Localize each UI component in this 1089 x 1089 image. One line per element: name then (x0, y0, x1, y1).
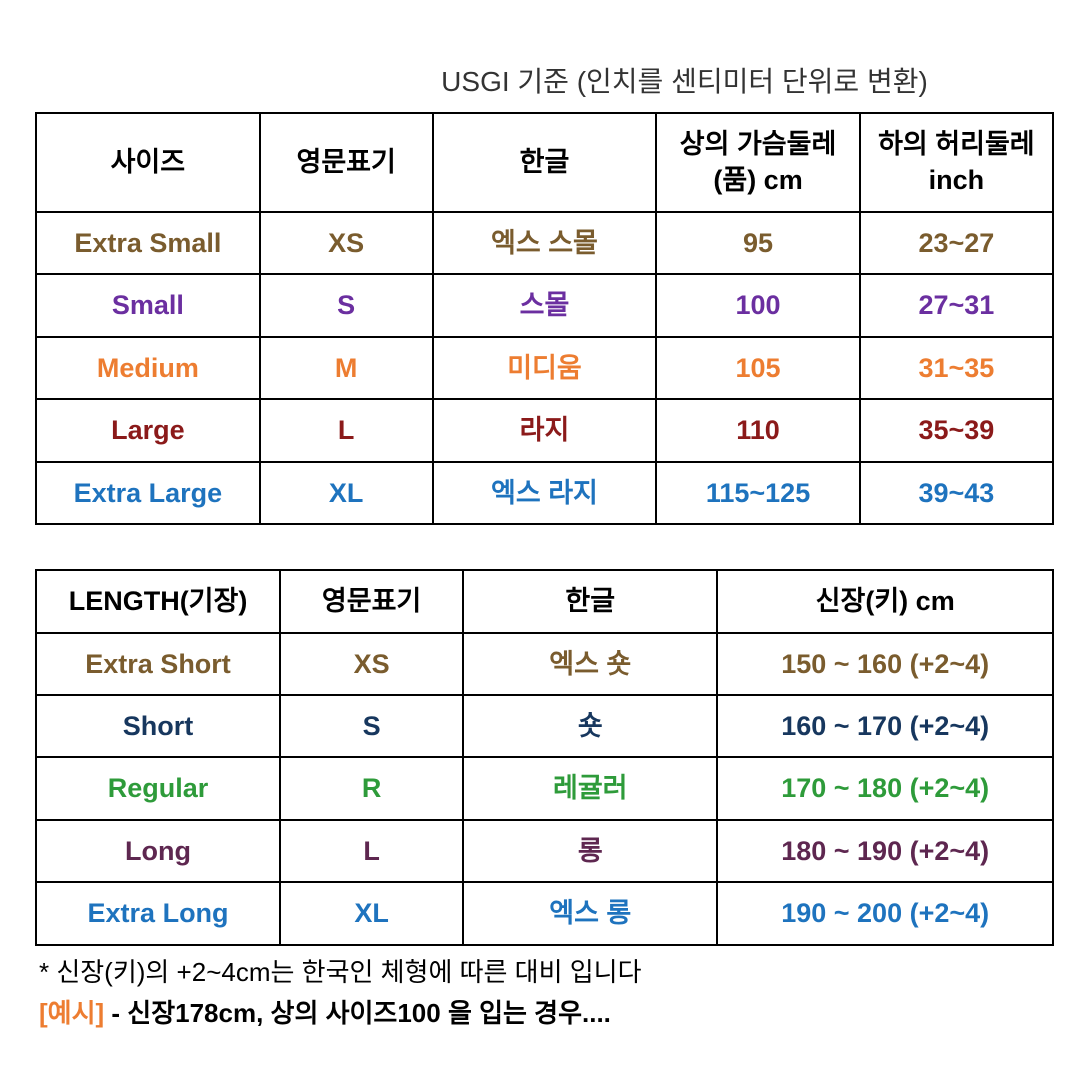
length-table-header-cell: 영문표기 (280, 570, 463, 632)
size-table-cell: XL (260, 462, 433, 524)
length-table-cell: S (280, 695, 463, 757)
size-table-header-cell: 영문표기 (260, 113, 433, 212)
length-table-cell: 150 ~ 160 (+2~4) (717, 633, 1053, 695)
footnote-height: * 신장(키)의 +2~4cm는 한국인 체형에 따른 대비 입니다 (35, 952, 1054, 989)
length-table-row: RegularR레귤러170 ~ 180 (+2~4) (36, 757, 1053, 819)
size-table-cell: 미디움 (433, 337, 657, 399)
length-table-cell: 190 ~ 200 (+2~4) (717, 882, 1053, 944)
size-table-body: Extra SmallXS엑스 스몰9523~27SmallS스몰10027~3… (36, 212, 1053, 524)
size-table-head: 사이즈영문표기한글상의 가슴둘레 (품) cm하의 허리둘레 inch (36, 113, 1053, 212)
length-table-cell: XL (280, 882, 463, 944)
length-table-cell: Regular (36, 757, 280, 819)
size-table-cell: Small (36, 274, 260, 336)
length-table-row: ShortS숏160 ~ 170 (+2~4) (36, 695, 1053, 757)
size-table-cell: 31~35 (860, 337, 1053, 399)
size-table-cell: 115~125 (656, 462, 859, 524)
size-table-cell: Extra Large (36, 462, 260, 524)
size-table-cell: 110 (656, 399, 859, 461)
length-table: LENGTH(기장)영문표기한글신장(키) cm Extra ShortXS엑스… (35, 569, 1054, 946)
size-table-cell: 엑스 스몰 (433, 212, 657, 274)
length-table-header-cell: 한글 (463, 570, 717, 632)
size-table-cell: M (260, 337, 433, 399)
size-table-row: LargeL라지11035~39 (36, 399, 1053, 461)
size-table-cell: 스몰 (433, 274, 657, 336)
page-title: USGI 기준 (인치를 센티미터 단위로 변환) (35, 60, 1054, 100)
footnote-example-label: [예시] (39, 998, 104, 1028)
length-table-head: LENGTH(기장)영문표기한글신장(키) cm (36, 570, 1053, 632)
length-table-cell: 숏 (463, 695, 717, 757)
size-table-header-cell: 상의 가슴둘레 (품) cm (656, 113, 859, 212)
length-table-cell: 180 ~ 190 (+2~4) (717, 820, 1053, 882)
size-table-header-row: 사이즈영문표기한글상의 가슴둘레 (품) cm하의 허리둘레 inch (36, 113, 1053, 212)
size-table-cell: 27~31 (860, 274, 1053, 336)
size-table-row: MediumM미디움10531~35 (36, 337, 1053, 399)
length-table-row: LongL롱180 ~ 190 (+2~4) (36, 820, 1053, 882)
size-table-cell: 35~39 (860, 399, 1053, 461)
size-table-cell: 100 (656, 274, 859, 336)
size-table-cell: XS (260, 212, 433, 274)
length-table-cell: 롱 (463, 820, 717, 882)
size-table-cell: S (260, 274, 433, 336)
size-table-cell: 23~27 (860, 212, 1053, 274)
size-table-cell: Large (36, 399, 260, 461)
size-table-cell: 라지 (433, 399, 657, 461)
size-table-cell: 95 (656, 212, 859, 274)
length-table-cell: 170 ~ 180 (+2~4) (717, 757, 1053, 819)
size-table-cell: L (260, 399, 433, 461)
length-table-cell: 160 ~ 170 (+2~4) (717, 695, 1053, 757)
size-table-cell: Medium (36, 337, 260, 399)
length-table-header-cell: 신장(키) cm (717, 570, 1053, 632)
size-table-cell: 39~43 (860, 462, 1053, 524)
size-table-header-cell: 사이즈 (36, 113, 260, 212)
size-table-cell: 엑스 라지 (433, 462, 657, 524)
length-table-header-cell: LENGTH(기장) (36, 570, 280, 632)
length-table-cell: 엑스 롱 (463, 882, 717, 944)
size-table: 사이즈영문표기한글상의 가슴둘레 (품) cm하의 허리둘레 inch Extr… (35, 112, 1054, 525)
size-table-row: Extra SmallXS엑스 스몰9523~27 (36, 212, 1053, 274)
size-table-row: Extra LargeXL엑스 라지115~12539~43 (36, 462, 1053, 524)
length-table-header-row: LENGTH(기장)영문표기한글신장(키) cm (36, 570, 1053, 632)
table-spacer (35, 525, 1054, 569)
length-table-cell: 레귤러 (463, 757, 717, 819)
length-table-cell: Extra Short (36, 633, 280, 695)
size-table-row: SmallS스몰10027~31 (36, 274, 1053, 336)
footnote-example-text: - 신장178cm, 상의 사이즈100 을 입는 경우.... (104, 998, 611, 1028)
length-table-cell: L (280, 820, 463, 882)
size-table-cell: Extra Small (36, 212, 260, 274)
length-table-cell: R (280, 757, 463, 819)
length-table-cell: XS (280, 633, 463, 695)
footnote-example: [예시] - 신장178cm, 상의 사이즈100 을 입는 경우.... (35, 993, 1054, 1030)
length-table-body: Extra ShortXS엑스 숏150 ~ 160 (+2~4)ShortS숏… (36, 633, 1053, 945)
size-table-cell: 105 (656, 337, 859, 399)
page: USGI 기준 (인치를 센티미터 단위로 변환) 사이즈영문표기한글상의 가슴… (0, 0, 1089, 1030)
size-table-header-cell: 한글 (433, 113, 657, 212)
length-table-cell: Extra Long (36, 882, 280, 944)
length-table-row: Extra LongXL엑스 롱190 ~ 200 (+2~4) (36, 882, 1053, 944)
size-table-header-cell: 하의 허리둘레 inch (860, 113, 1053, 212)
length-table-row: Extra ShortXS엑스 숏150 ~ 160 (+2~4) (36, 633, 1053, 695)
length-table-cell: Short (36, 695, 280, 757)
length-table-cell: Long (36, 820, 280, 882)
length-table-cell: 엑스 숏 (463, 633, 717, 695)
